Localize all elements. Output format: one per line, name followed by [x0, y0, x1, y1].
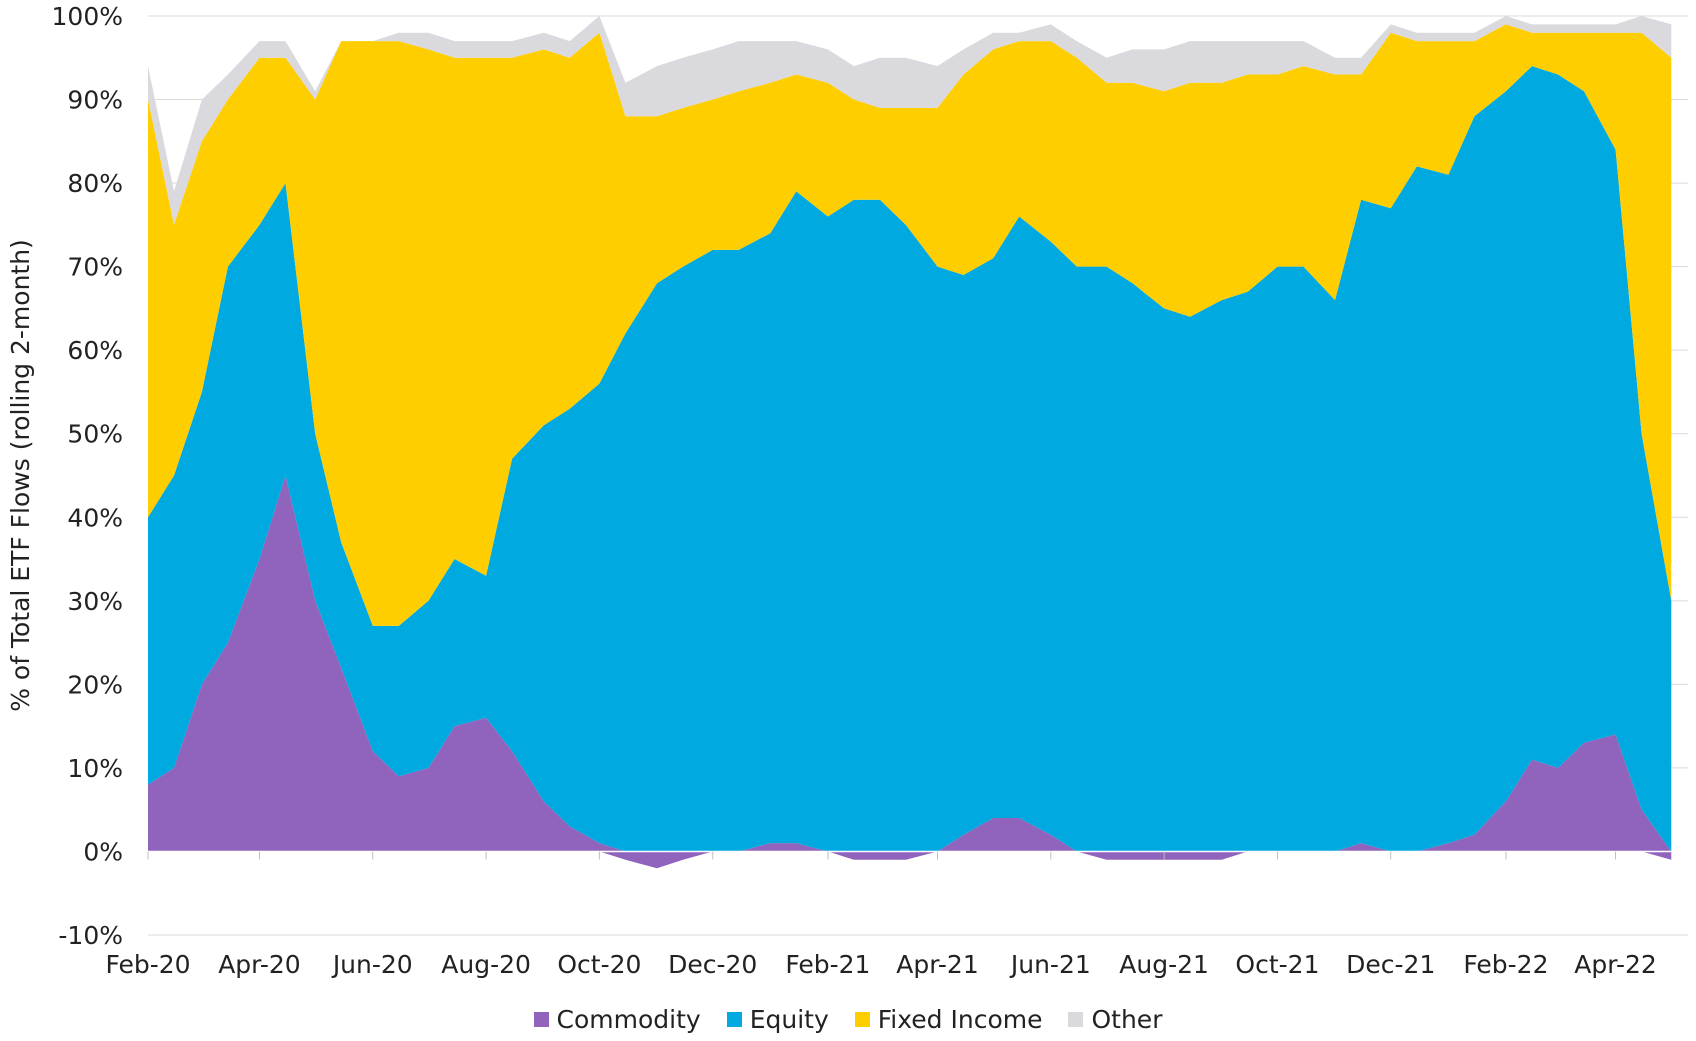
legend-label: Fixed Income	[877, 1005, 1043, 1034]
y-tick-label: 20%	[67, 670, 123, 699]
y-tick-label: 100%	[52, 2, 123, 31]
chart-legend: Commodity Equity Fixed Income Other	[0, 1005, 1696, 1034]
x-tick-label: Apr-21	[896, 950, 978, 979]
x-axis-ticks: Feb-20 Apr-20 Jun-20 Aug-20 Oct-20 Dec-20 Feb-…	[105, 851, 1657, 979]
y-tick-label: 90%	[67, 86, 123, 115]
legend-swatch	[726, 1012, 742, 1027]
legend-item-commodity: Commodity	[533, 1005, 701, 1034]
legend-item-fixed-income: Fixed Income	[854, 1005, 1043, 1034]
x-tick-label: Dec-20	[668, 950, 757, 979]
y-tick-label: 60%	[67, 336, 123, 365]
x-tick-label: Apr-20	[218, 950, 300, 979]
legend-label: Equity	[749, 1005, 829, 1034]
y-tick-label: 0%	[83, 837, 123, 866]
x-tick-label: Feb-20	[105, 950, 190, 979]
y-tick-label: -10%	[58, 921, 123, 950]
legend-swatch	[854, 1012, 870, 1027]
x-tick-label: Dec-21	[1346, 950, 1435, 979]
legend-label: Other	[1091, 1005, 1163, 1034]
y-tick-label: 10%	[67, 754, 123, 783]
legend-swatch	[1068, 1012, 1084, 1027]
legend-swatch	[533, 1012, 549, 1027]
x-tick-label: Jun-20	[331, 950, 413, 979]
y-axis-label: % of Total ETF Flows (rolling 2-month)	[6, 239, 35, 712]
x-tick-label: Feb-22	[1463, 950, 1548, 979]
x-tick-label: Jun-21	[1009, 950, 1091, 979]
legend-item-other: Other	[1068, 1005, 1162, 1034]
area-commodity	[148, 475, 1672, 869]
legend-item-equity: Equity	[726, 1005, 829, 1034]
y-tick-label: 70%	[67, 253, 123, 282]
x-tick-label: Aug-20	[441, 950, 531, 979]
area-equity	[148, 66, 1672, 852]
x-tick-label: Oct-20	[557, 950, 641, 979]
x-tick-label: Aug-21	[1119, 950, 1209, 979]
area-other	[148, 16, 1672, 225]
x-tick-label: Apr-22	[1574, 950, 1656, 979]
legend-label: Commodity	[556, 1005, 701, 1034]
x-tick-label: Oct-21	[1235, 950, 1319, 979]
y-tick-label: 30%	[67, 587, 123, 616]
x-tick-label: Feb-21	[785, 950, 870, 979]
y-tick-label: 50%	[67, 420, 123, 449]
stacked-areas	[148, 16, 1688, 869]
y-axis-ticks: -10% 0% 10% 20% 30% 40% 50% 60% 70% 80% 90% 100%	[52, 2, 123, 950]
y-tick-label: 40%	[67, 503, 123, 532]
y-tick-label: 80%	[67, 169, 123, 198]
area-fixed-income	[148, 24, 1672, 626]
